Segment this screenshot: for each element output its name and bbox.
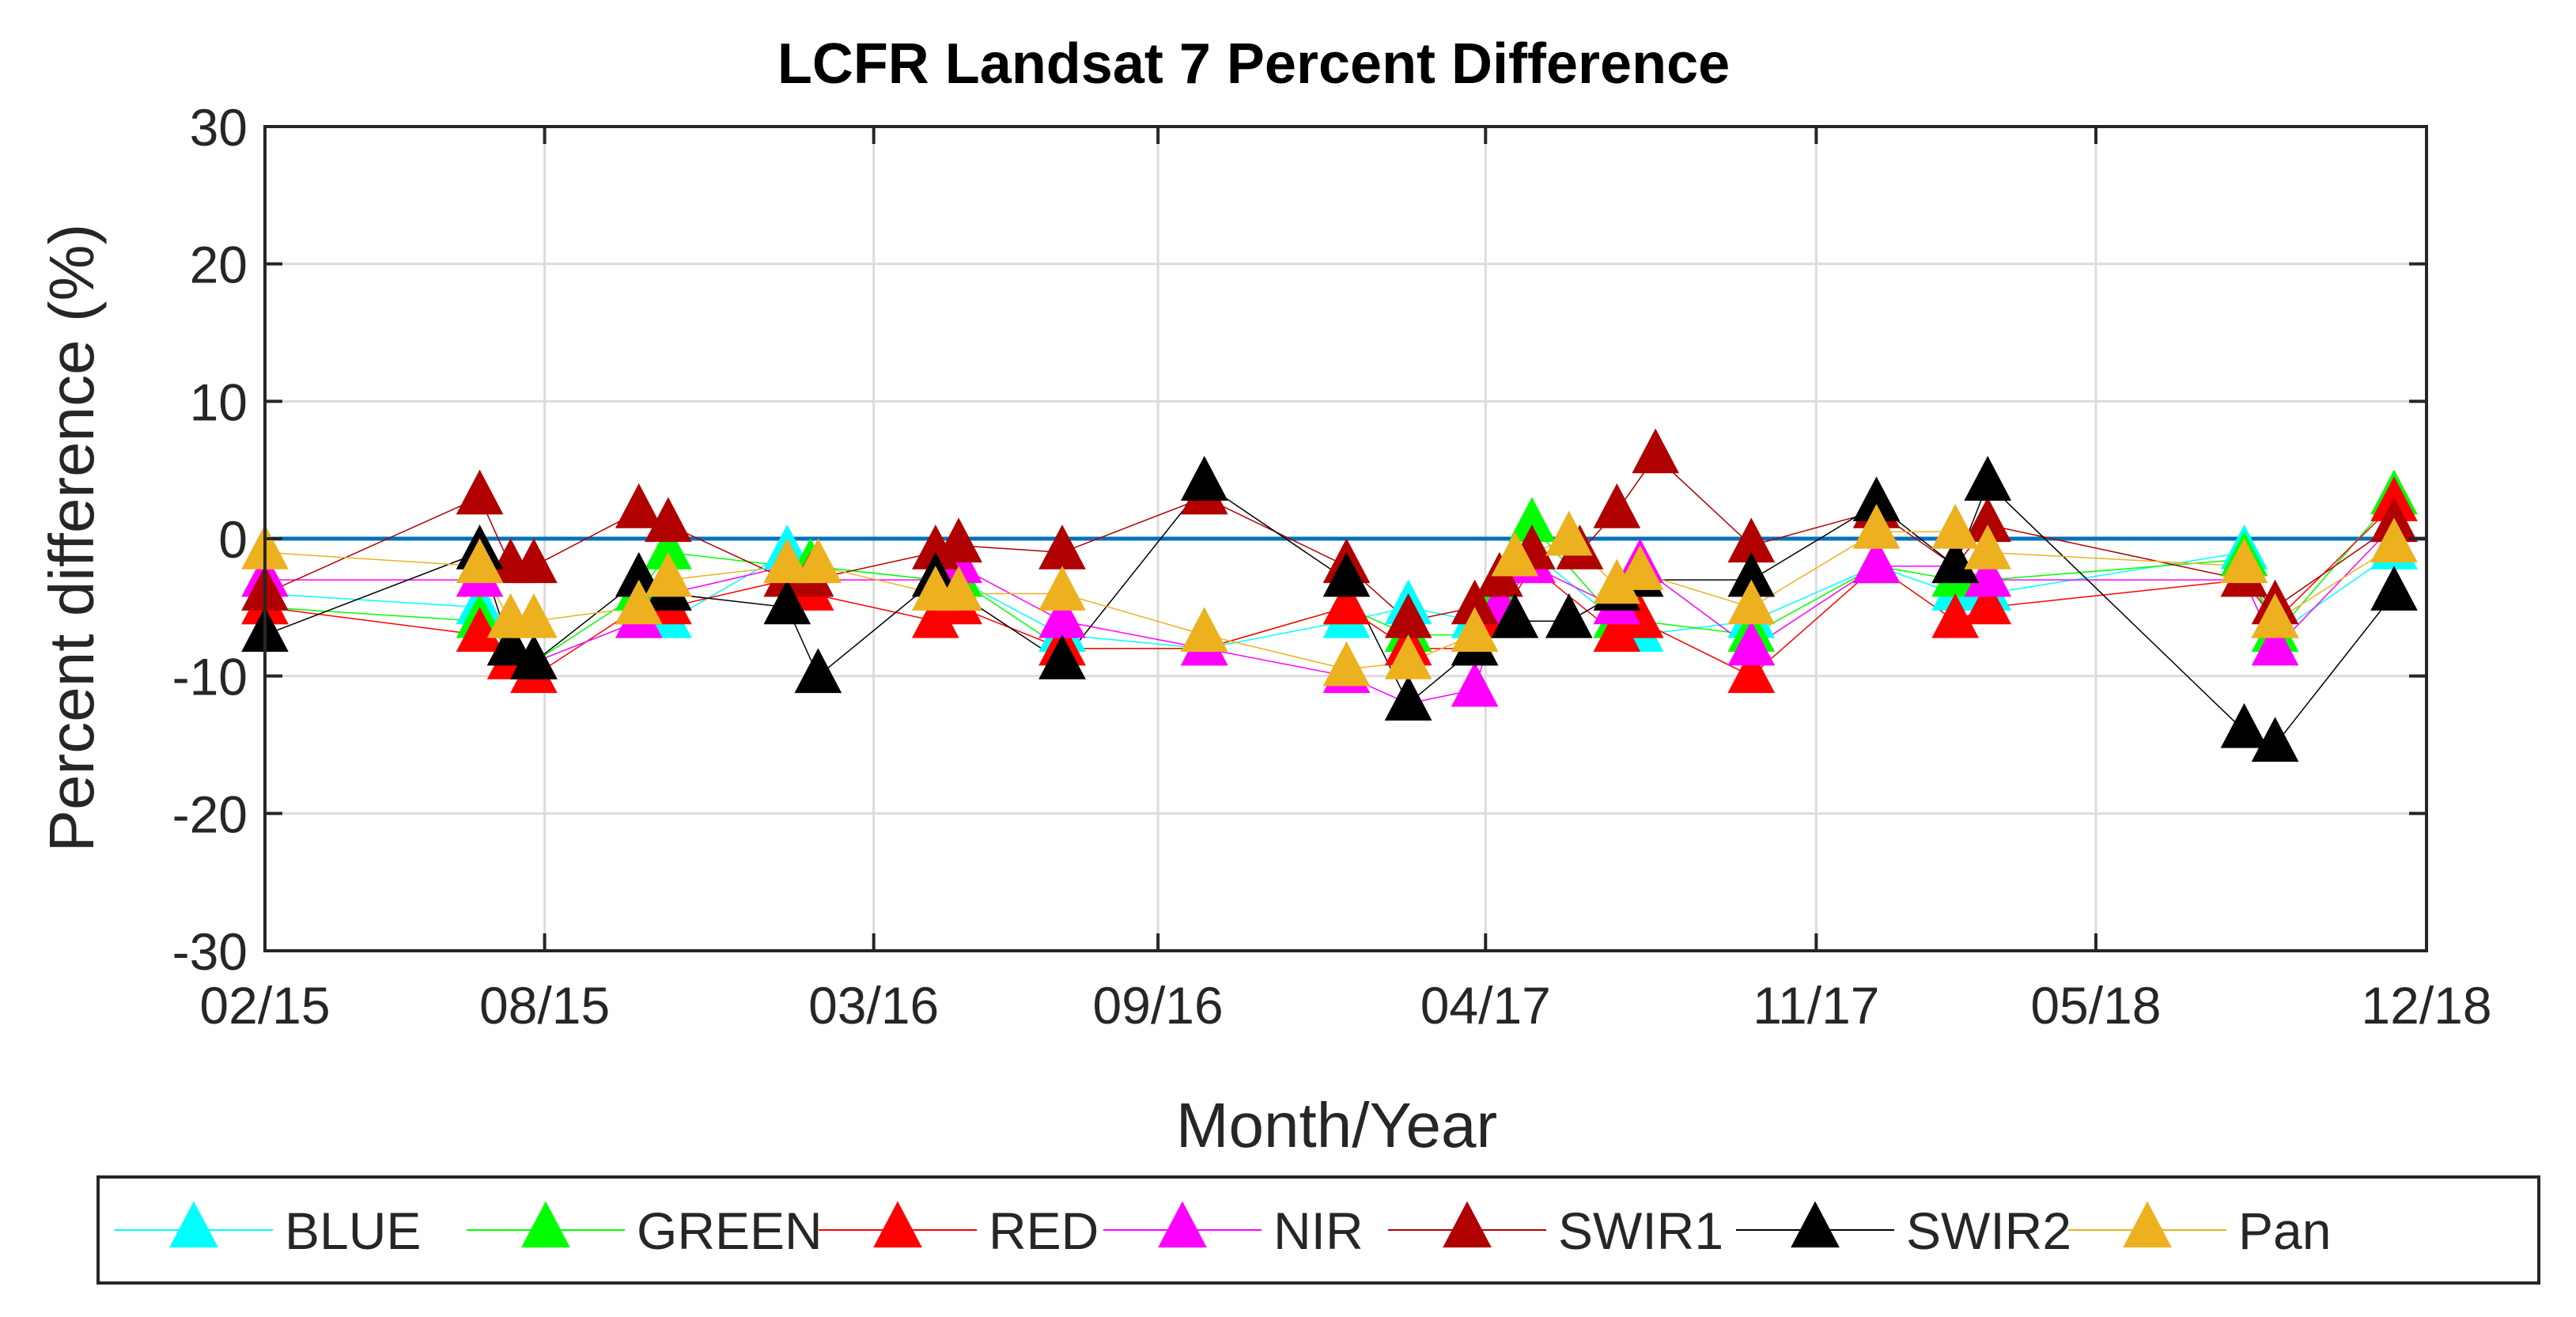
legend-marker-swir1	[1443, 1201, 1492, 1248]
data-point-pan	[1931, 504, 1979, 549]
data-point-pan	[2370, 517, 2418, 563]
data-point-pan	[1852, 504, 1901, 549]
legend-label-swir2: SWIR2	[1906, 1202, 2071, 1260]
data-point-nir	[1727, 620, 1776, 666]
data-point-swir1	[510, 538, 558, 584]
data-point-nir	[2251, 620, 2299, 666]
y-tick-label: -20	[172, 785, 248, 843]
data-point-pan	[510, 592, 558, 638]
data-point-swir1	[456, 469, 504, 515]
legend: BLUE GREEN RED NIR SWIR1 SWIR2 Pan	[96, 1175, 2540, 1285]
x-tick-label: 05/18	[2030, 976, 2161, 1035]
data-point-red	[1727, 648, 1776, 694]
legend-label-nir: NIR	[1273, 1202, 1364, 1260]
legend-label-swir1: SWIR1	[1558, 1202, 1723, 1260]
data-point-swir2	[1180, 456, 1228, 501]
axis-ticks	[263, 125, 2428, 952]
y-tick-label: 0	[218, 510, 248, 569]
data-point-swir2	[794, 648, 842, 694]
data-point-swir1	[615, 483, 663, 528]
y-axis-tick-labels: 30 20 10 0 -10 -20 -30	[172, 98, 248, 981]
x-tick-label: 11/17	[1753, 976, 1879, 1035]
data-point-swir2	[1322, 551, 1371, 597]
data-point-swir2	[1038, 634, 1086, 679]
data-point-red	[456, 607, 504, 653]
data-point-pan	[935, 566, 982, 611]
data-point-nir	[1451, 661, 1499, 707]
legend-label-red: RED	[989, 1202, 1099, 1260]
data-point-pan	[456, 538, 504, 584]
data-point-pan	[2251, 592, 2299, 638]
data-point-swir2	[1384, 676, 1432, 721]
chart-title: LCFR Landsat 7 Percent Difference	[777, 32, 1730, 96]
data-point-swir2	[486, 620, 535, 666]
legend-label-pan: Pan	[2238, 1202, 2331, 1260]
data-point-pan	[1491, 531, 1539, 577]
data-point-swir2	[2220, 702, 2268, 748]
data-point-pan	[615, 579, 663, 625]
x-tick-label: 12/18	[2361, 976, 2491, 1035]
x-tick-label: 04/17	[1420, 976, 1551, 1035]
data-point-red	[1964, 579, 2012, 625]
legend-label-green: GREEN	[637, 1202, 823, 1260]
y-tick-label: 30	[190, 98, 248, 157]
data-point-pan	[1384, 634, 1432, 679]
legend-items: BLUE GREEN RED NIR SWIR1 SWIR2 Pan	[115, 1201, 2331, 1260]
data-point-swir1	[935, 517, 982, 563]
data-point-pan	[1451, 607, 1499, 653]
data-point-pan	[1964, 524, 2012, 570]
legend-marker-pan	[2123, 1201, 2172, 1248]
data-point-pan	[1180, 607, 1228, 653]
data-point-nir	[1964, 551, 2012, 597]
y-tick-label: 10	[190, 373, 248, 431]
legend-label-blue: BLUE	[285, 1202, 421, 1260]
data-point-pan	[1038, 566, 1086, 611]
data-point-pan	[1616, 545, 1664, 590]
y-tick-label: -10	[172, 648, 248, 706]
x-tick-label: 09/16	[1093, 976, 1224, 1035]
x-axis-label: Month/Year	[1176, 1090, 1497, 1160]
data-point-swir2	[510, 634, 558, 679]
data-point-swir2	[2251, 717, 2299, 762]
legend-marker-nir	[1158, 1201, 1207, 1248]
data-point-pan	[794, 538, 842, 584]
data-point-nir	[1852, 538, 1901, 584]
y-tick-label: 20	[190, 236, 248, 294]
legend-marker-blue	[169, 1201, 218, 1248]
series-markers	[241, 428, 2418, 762]
legend-marker-red	[873, 1201, 922, 1248]
x-tick-label: 02/15	[199, 976, 330, 1035]
data-point-pan	[645, 551, 692, 597]
x-axis-tick-labels: 02/15 08/15 03/16 09/16 04/17 11/17 05/18 12/18	[199, 976, 2491, 1035]
data-point-pan	[763, 538, 811, 584]
data-point-swir1	[1632, 428, 1680, 474]
data-point-swir1	[645, 497, 692, 543]
data-point-pan	[1545, 510, 1593, 556]
data-point-red	[1931, 592, 1979, 638]
x-tick-label: 08/15	[479, 976, 610, 1035]
data-point-pan	[1727, 579, 1776, 625]
x-tick-label: 03/16	[808, 976, 939, 1035]
data-point-swir2	[763, 579, 811, 625]
data-point-swir2	[2370, 566, 2418, 611]
data-point-swir2	[1545, 592, 1593, 638]
legend-marker-green	[521, 1201, 570, 1248]
y-axis-label: Percent difference (%)	[36, 224, 107, 852]
legend-marker-swir2	[1791, 1201, 1840, 1248]
data-point-swir2	[1491, 592, 1539, 638]
data-point-swir2	[1931, 538, 1979, 584]
data-point-red	[1322, 579, 1371, 625]
data-point-swir1	[1593, 483, 1641, 528]
y-tick-label: -30	[172, 922, 248, 981]
data-point-swir2	[1964, 456, 2012, 501]
data-point-pan	[2220, 538, 2268, 584]
data-point-pan	[1322, 641, 1371, 687]
